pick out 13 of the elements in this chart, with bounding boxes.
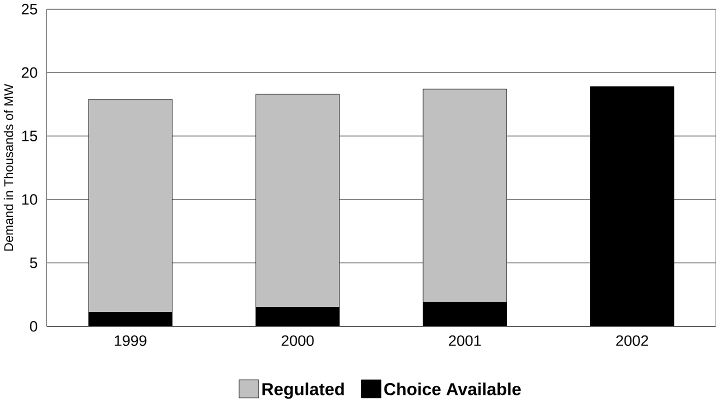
x-tick-label: 2001 xyxy=(448,335,481,346)
x-tick-label: 2000 xyxy=(282,335,314,346)
legend-label: Choice Available xyxy=(384,382,521,396)
legend-label: Regulated xyxy=(262,382,344,399)
x-tick-label: 2002 xyxy=(616,335,648,346)
y-axis-title: Demand in Thousands of MW xyxy=(4,84,14,250)
y-tick-label: 10 xyxy=(22,194,38,205)
y-tick-label: 25 xyxy=(22,4,38,14)
y-tick-label: 20 xyxy=(22,67,38,78)
y-tick-label: 0 xyxy=(30,320,38,332)
y-tick-label: 15 xyxy=(22,130,38,142)
y-tick-label: 5 xyxy=(30,257,38,268)
x-tick-label: 1999 xyxy=(114,335,146,346)
